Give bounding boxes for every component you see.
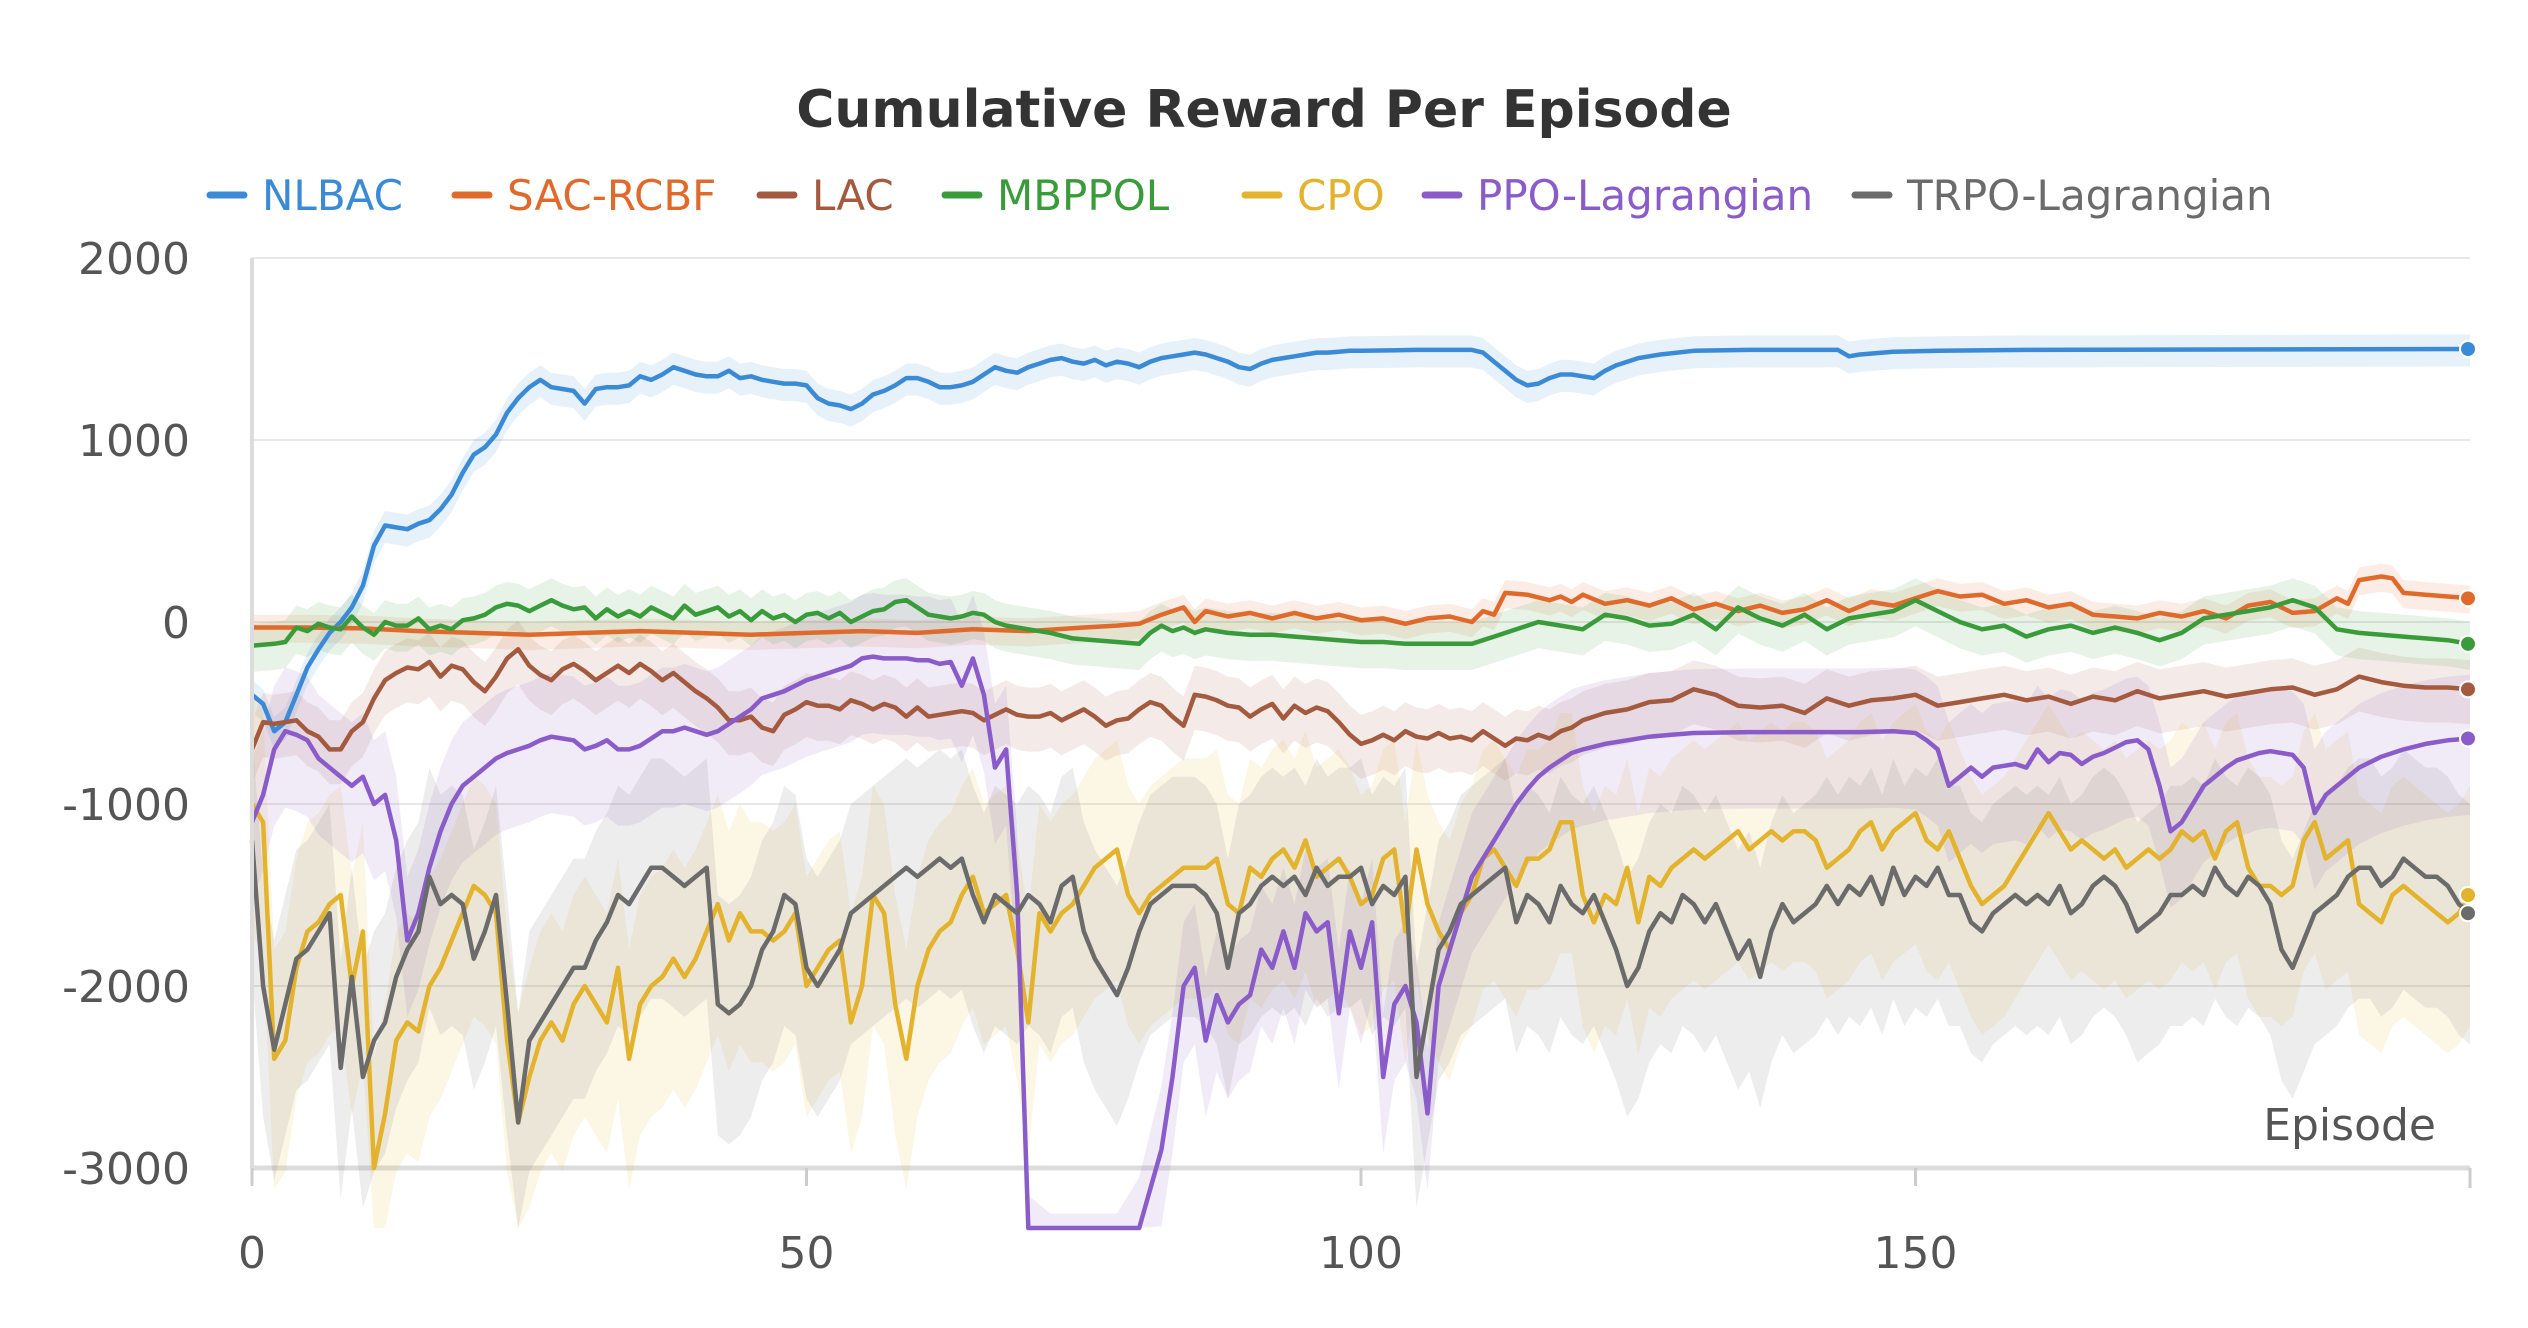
series-line: [249, 840, 2472, 1125]
y-tick-label: -3000: [62, 1144, 190, 1195]
end-point-marker: [2459, 904, 2477, 923]
series-line: [252, 574, 2471, 637]
x-tick-label: 150: [1874, 1228, 1958, 1279]
end-point-marker: [2459, 589, 2477, 608]
x-tick-label: 0: [238, 1228, 266, 1279]
axes: 2000 1000 0 -1000 -2000 -3000 0 50 100 150: [62, 234, 2472, 1279]
confidence-band: [252, 592, 2470, 1228]
legend: NLBAC SAC-RCBF LAC MBPPOL CPO PPO-Lagrangian T…: [206, 171, 2273, 220]
confidence-bands: [252, 334, 2470, 1228]
legend-label: MBPPOL: [997, 171, 1170, 220]
end-point-marker: [2459, 680, 2477, 699]
series-line: [250, 802, 2472, 1171]
y-tick-label: -1000: [62, 780, 190, 831]
end-point-marker: [2459, 340, 2477, 358]
x-tick-label: 100: [1319, 1228, 1403, 1279]
legend-item: SAC-RCBF: [451, 171, 716, 220]
x-tick-label: 50: [779, 1228, 835, 1279]
confidence-band: [252, 731, 2470, 1228]
end-point-marker: [2459, 729, 2477, 748]
end-markers: [2459, 340, 2477, 923]
legend-label: SAC-RCBF: [507, 171, 716, 220]
end-point-marker: [2459, 634, 2477, 653]
legend-item: CPO: [1241, 171, 1385, 220]
series-lines: [249, 346, 2472, 1231]
y-tick-label: -2000: [62, 962, 190, 1013]
legend-label: CPO: [1297, 171, 1385, 220]
legend-label: NLBAC: [262, 171, 403, 220]
y-tick-label: 2000: [78, 234, 190, 285]
legend-label: LAC: [812, 171, 894, 220]
legend-item: MBPPOL: [941, 171, 1170, 220]
legend-item: LAC: [756, 171, 894, 220]
legend-item: NLBAC: [206, 171, 403, 220]
confidence-band: [252, 563, 2470, 650]
x-axis-label: Episode: [2263, 1100, 2436, 1151]
y-tick-label: 0: [162, 598, 190, 649]
legend-item: PPO-Lagrangian: [1421, 171, 1813, 220]
series-line: [250, 346, 2471, 734]
chart-title: Cumulative Reward Per Episode: [796, 80, 1732, 140]
legend-label: TRPO-Lagrangian: [1906, 171, 2273, 220]
legend-item: TRPO-Lagrangian: [1851, 171, 2273, 220]
end-point-marker: [2459, 886, 2477, 904]
legend-label: PPO-Lagrangian: [1477, 171, 1813, 220]
series-line: [249, 647, 2471, 752]
series-line: [251, 597, 2471, 648]
series-line: [249, 654, 2471, 1231]
y-tick-label: 1000: [78, 416, 190, 467]
